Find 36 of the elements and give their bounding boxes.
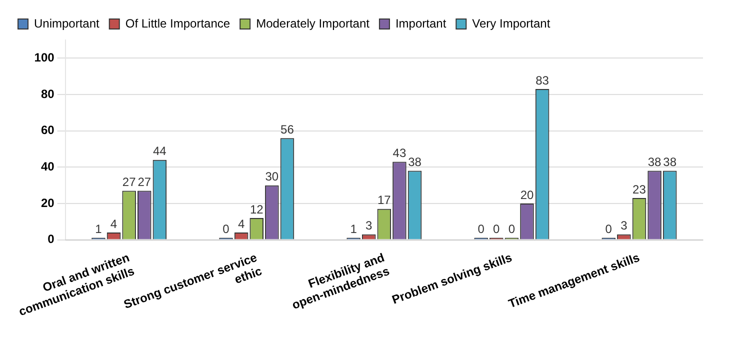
y-tick-label: 80 [40, 86, 55, 101]
y-tick-label: 20 [40, 196, 55, 210]
legend-label: Very Important [472, 16, 551, 30]
data-label: 3 [620, 218, 628, 233]
data-label: 0 [478, 222, 485, 236]
data-label: 20 [520, 188, 534, 202]
data-label: 44 [153, 144, 167, 158]
y-tick-label: 100 [34, 50, 55, 64]
legend-label: Of Little Importance [125, 16, 230, 30]
data-label: 27 [138, 175, 152, 190]
data-label: 0 [222, 222, 230, 236]
data-label: 1 [350, 222, 358, 236]
data-label: 56 [280, 122, 294, 136]
data-label: 17 [377, 193, 392, 208]
data-label: 0 [493, 222, 500, 236]
data-label: 23 [632, 182, 646, 196]
legend-label: Important [395, 16, 447, 30]
data-label: 12 [250, 202, 264, 216]
data-label: 38 [663, 155, 677, 170]
y-tick-label: 0 [48, 232, 55, 246]
y-tick-label: 40 [40, 159, 55, 174]
data-label: 4 [110, 216, 118, 231]
data-label: 27 [122, 175, 136, 190]
data-label: 0 [605, 222, 612, 236]
data-label: 3 [366, 218, 373, 233]
data-label: 0 [508, 222, 516, 236]
data-label: 1 [95, 222, 102, 236]
data-label: 43 [392, 146, 406, 160]
data-label: 38 [648, 155, 662, 170]
y-tick-label: 60 [40, 123, 55, 138]
data-label: 4 [238, 216, 245, 231]
data-label: 83 [536, 73, 550, 88]
legend-label: Unimportant [34, 16, 100, 30]
legend-label: Moderately Important [256, 16, 370, 30]
data-label: 38 [408, 155, 422, 170]
data-label: 30 [265, 170, 279, 184]
